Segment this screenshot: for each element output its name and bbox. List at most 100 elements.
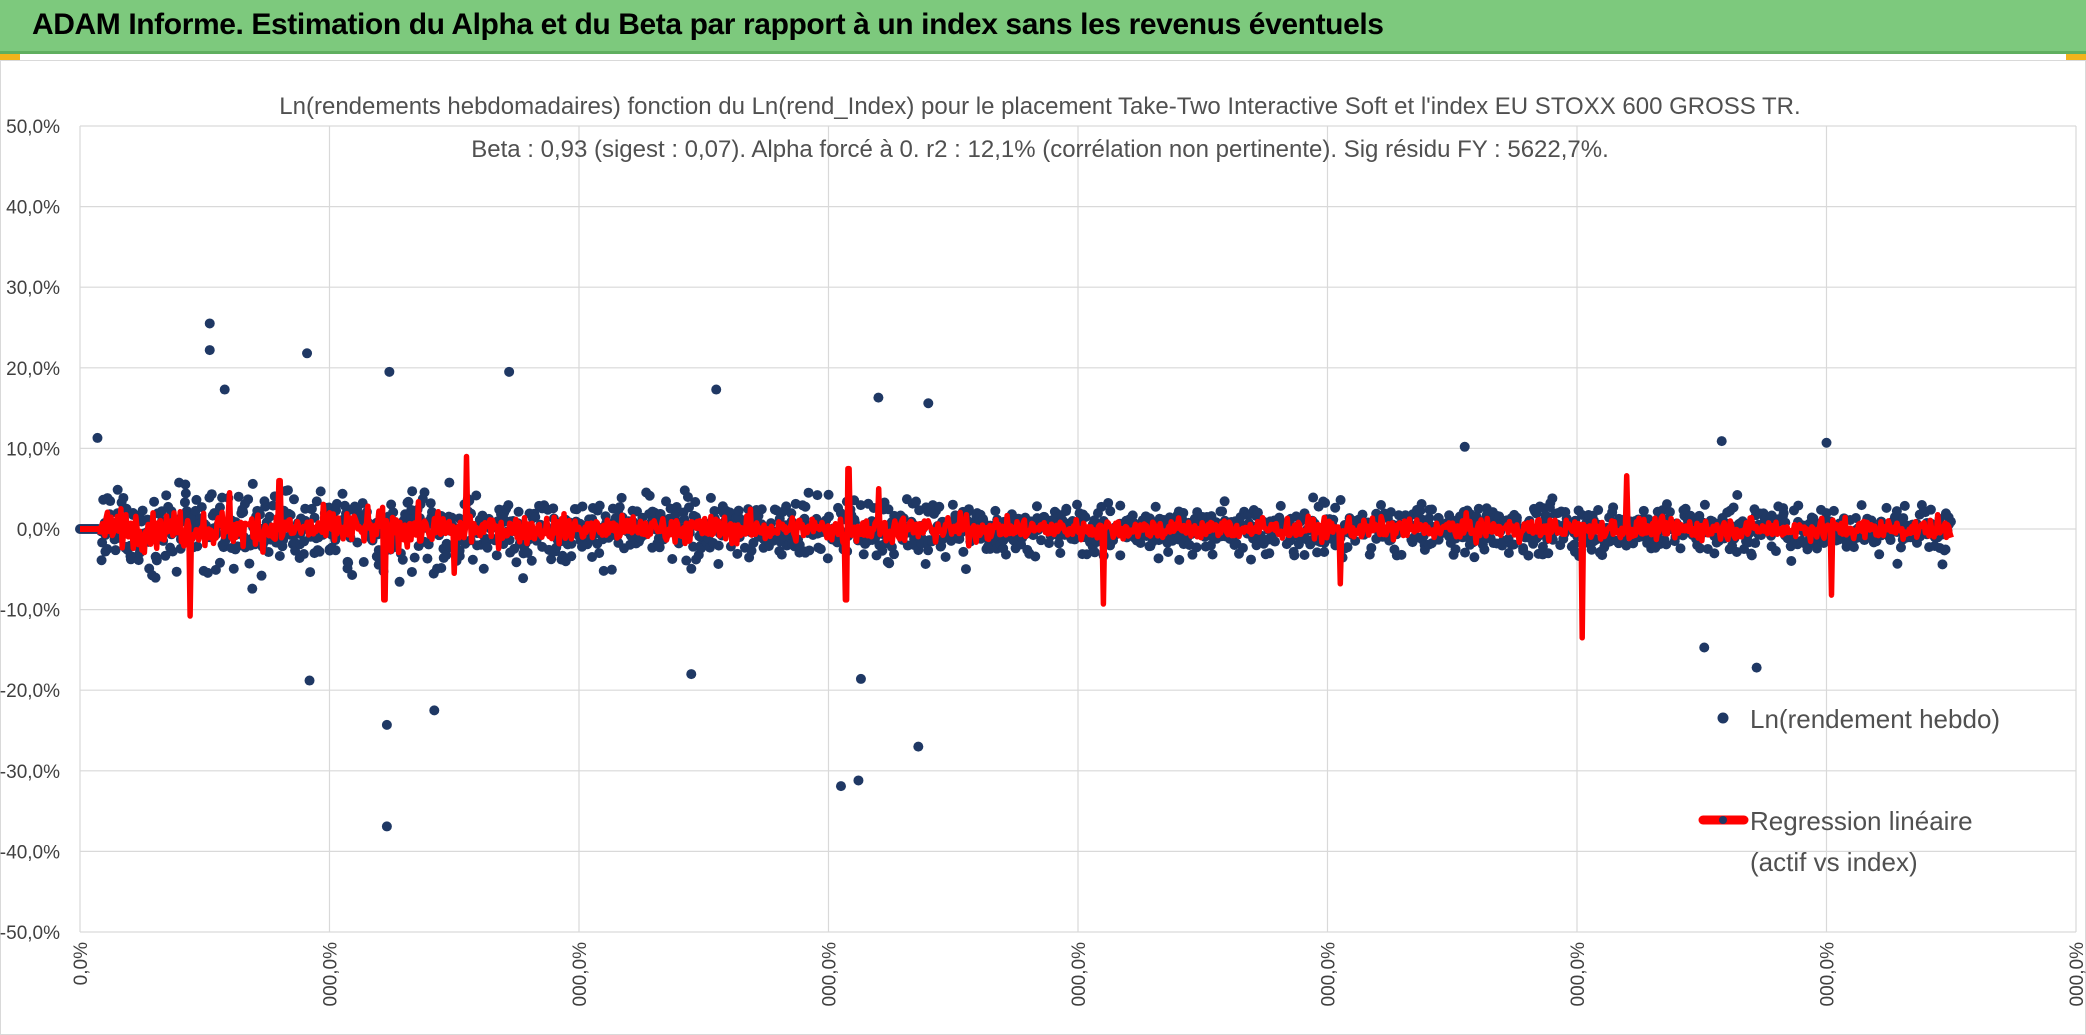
y-tick-label: -30,0% xyxy=(0,762,60,783)
data-point xyxy=(1252,507,1263,518)
data-point xyxy=(444,477,455,488)
data-point xyxy=(105,496,116,507)
data-point xyxy=(358,557,369,568)
chart-title-line1: Ln(rendements hebdomadaires) fonction du… xyxy=(279,93,1800,120)
data-point xyxy=(150,572,161,583)
data-point-notable xyxy=(429,705,440,716)
data-point xyxy=(823,489,834,500)
data-point xyxy=(1473,503,1484,514)
data-point xyxy=(1153,553,1164,564)
data-point xyxy=(1191,542,1202,553)
data-point xyxy=(1479,544,1490,555)
data-point xyxy=(940,551,951,562)
x-tick-label: 000,0% xyxy=(1319,942,1340,1007)
data-point xyxy=(990,505,1001,516)
data-point xyxy=(923,545,934,556)
data-point xyxy=(337,488,348,499)
data-point xyxy=(1709,548,1720,559)
y-tick-label: 30,0% xyxy=(6,278,60,299)
data-point xyxy=(614,502,625,513)
data-point xyxy=(713,558,724,569)
data-point xyxy=(577,501,588,512)
data-point xyxy=(1030,551,1041,562)
data-point xyxy=(1375,499,1386,510)
data-point xyxy=(331,498,342,509)
x-axis-ticks: 0,0% 000,0% 000,0% 000,0% 000,0% 000,0% 000,0%… xyxy=(71,942,2086,1007)
y-tick-label: 40,0% xyxy=(6,198,60,219)
data-point xyxy=(1424,513,1435,524)
y-tick-label: 0,0% xyxy=(17,520,60,541)
data-point xyxy=(1081,549,1092,560)
data-point xyxy=(274,550,285,561)
data-point xyxy=(513,506,524,517)
legend-regression-label-line1: Regression linéaire xyxy=(1750,806,1973,836)
data-point xyxy=(1503,548,1514,559)
data-point xyxy=(1150,501,1161,512)
data-point xyxy=(594,548,605,559)
data-point xyxy=(594,500,605,511)
data-point xyxy=(1450,544,1461,555)
data-point xyxy=(1342,542,1353,553)
data-point xyxy=(667,553,678,564)
data-point xyxy=(191,494,202,505)
data-point xyxy=(1881,502,1892,513)
data-point xyxy=(690,497,701,508)
data-point xyxy=(1207,549,1218,560)
data-point xyxy=(263,547,274,558)
data-point xyxy=(1269,536,1280,547)
data-point xyxy=(858,549,869,560)
data-point xyxy=(1115,550,1126,561)
data-point xyxy=(311,496,322,507)
data-point xyxy=(566,551,577,562)
data-point-notable xyxy=(204,345,215,356)
data-point xyxy=(196,502,207,513)
data-point xyxy=(1000,549,1011,560)
data-point xyxy=(1518,543,1529,554)
data-point xyxy=(112,484,123,495)
data-point xyxy=(1289,550,1300,561)
data-point xyxy=(306,504,317,515)
data-point xyxy=(1426,504,1437,515)
report-title: ADAM Informe. Estimation du Alpha et du … xyxy=(32,8,1384,41)
data-point xyxy=(548,503,559,514)
legend-regression-label-line2: (actif vs index) xyxy=(1750,847,1918,877)
data-point xyxy=(518,573,529,584)
data-point xyxy=(526,555,537,566)
data-point xyxy=(947,499,958,510)
data-point xyxy=(713,540,724,551)
data-point xyxy=(1135,538,1146,549)
data-point xyxy=(282,485,293,496)
data-point-notable xyxy=(873,392,884,403)
data-point xyxy=(471,490,482,501)
data-point xyxy=(1664,506,1675,517)
data-point xyxy=(1357,509,1368,520)
data-point xyxy=(1080,512,1091,523)
data-point xyxy=(746,545,757,556)
data-point xyxy=(732,548,743,559)
x-tick-label: 000,0% xyxy=(1568,942,1589,1007)
data-point xyxy=(654,542,665,553)
corner-accent-top-left xyxy=(0,54,20,62)
data-point xyxy=(314,546,325,557)
data-point xyxy=(298,549,309,560)
data-point xyxy=(1586,544,1597,555)
data-point xyxy=(1245,554,1256,565)
data-point xyxy=(267,500,278,511)
data-point xyxy=(422,553,433,564)
data-point-notable xyxy=(504,366,515,377)
data-point-notable xyxy=(1716,436,1727,447)
data-point xyxy=(96,555,107,566)
data-point xyxy=(1892,558,1903,569)
data-point xyxy=(394,576,405,587)
data-point-notable xyxy=(913,741,924,752)
data-point xyxy=(682,491,693,502)
data-point xyxy=(911,496,922,507)
data-point xyxy=(934,501,945,512)
data-point xyxy=(1675,543,1686,554)
data-point-notable xyxy=(219,384,230,395)
data-point xyxy=(403,496,414,507)
data-point xyxy=(256,570,267,581)
data-point xyxy=(1163,546,1174,557)
legend-points-marker xyxy=(1717,712,1729,724)
data-point xyxy=(1127,510,1138,521)
